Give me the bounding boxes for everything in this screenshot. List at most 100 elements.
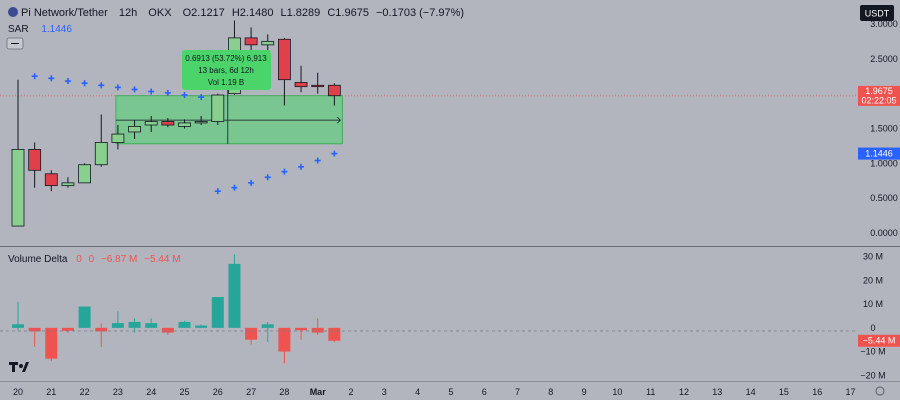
volume-bar <box>111 323 124 328</box>
sar-point <box>231 184 238 191</box>
sar-point <box>48 75 55 82</box>
sar-badge: 1.1446 <box>858 147 900 160</box>
tradingview-logo-icon[interactable] <box>9 362 29 372</box>
volume-bar <box>328 327 341 341</box>
volume-delta-series <box>12 254 341 364</box>
time-tick-label: 22 <box>80 387 90 397</box>
candle-body <box>178 122 191 127</box>
volume-delta-v1: 0 <box>76 254 82 265</box>
volume-tick-label: 30 M <box>863 252 883 262</box>
candle-body <box>327 84 341 97</box>
candle-body <box>161 121 175 126</box>
volume-bar <box>245 327 258 340</box>
sar-legend[interactable]: SAR 1.1446 <box>8 24 72 35</box>
settings-gear-icon[interactable] <box>875 386 885 396</box>
price-tick-label: 2.5000 <box>870 54 898 64</box>
price-tick-label: 1.5000 <box>870 123 898 133</box>
price-tick-label: 1.0000 <box>870 158 898 168</box>
candle-body <box>94 142 108 166</box>
volume-bar <box>128 321 141 328</box>
symbol-legend[interactable]: Pi Network/Tether 12h OKX O2.1217 H2.148… <box>8 7 464 19</box>
time-tick-label: 10 <box>612 387 622 397</box>
volume-tick-label: 20 M <box>863 275 883 285</box>
sar-point <box>248 179 255 186</box>
volume-bar <box>211 297 224 328</box>
time-tick-label: 7 <box>515 387 520 397</box>
volume-tick-label: 10 M <box>863 299 883 309</box>
volume-delta-v4: −5.44 M <box>144 254 180 265</box>
sar-value: 1.1446 <box>41 24 72 35</box>
sar-series <box>31 73 338 195</box>
volume-bar <box>311 327 324 333</box>
measure-bars: 13 bars, 6d 12h <box>198 66 254 75</box>
candle-body <box>111 133 125 143</box>
volume-pane[interactable] <box>0 247 858 382</box>
sar-point <box>131 86 138 93</box>
volume-delta-v2: 0 <box>89 254 95 265</box>
volume-bar <box>278 327 291 352</box>
volume-tick-label: −20 M <box>860 370 885 380</box>
sar-point <box>31 73 38 80</box>
currency-button[interactable]: USDT <box>860 5 894 21</box>
time-tick-label: 15 <box>779 387 789 397</box>
time-tick-label: 24 <box>146 387 156 397</box>
current-price-badge: 1.9675 02:22:05 <box>858 85 900 106</box>
candle-body <box>311 84 325 88</box>
candle-body <box>244 37 258 46</box>
time-tick-label: 12 <box>679 387 689 397</box>
volume-bar <box>61 327 74 331</box>
sar-point <box>81 80 88 87</box>
volume-bar <box>261 324 274 328</box>
time-axis[interactable] <box>0 382 900 400</box>
time-tick-label: 2 <box>348 387 353 397</box>
sar-badge-value: 1.1446 <box>865 149 893 159</box>
time-tick-label: 8 <box>548 387 553 397</box>
volume-delta-v3: −6.87 M <box>101 254 137 265</box>
exchange: OKX <box>148 7 172 19</box>
volume-bar <box>145 323 158 328</box>
measure-tool[interactable] <box>115 83 343 145</box>
currency-label: USDT <box>865 9 890 19</box>
collapse-legend-button[interactable] <box>6 37 24 50</box>
sar-point <box>114 84 121 91</box>
volume-bar <box>28 327 41 332</box>
time-tick-label: 6 <box>482 387 487 397</box>
sar-point <box>331 150 338 157</box>
sar-point <box>64 78 71 85</box>
volume-delta-label: Volume Delta <box>8 254 68 265</box>
candle-body <box>28 148 42 171</box>
sar-point <box>98 82 105 89</box>
ohlc-high: H2.1480 <box>232 7 274 19</box>
volume-bar <box>78 306 91 328</box>
price-axis[interactable] <box>858 0 900 246</box>
time-tick-label: 14 <box>746 387 756 397</box>
time-tick-label: 20 <box>13 387 23 397</box>
sar-point <box>298 163 305 170</box>
price-tick-label: 0.0000 <box>870 228 898 238</box>
symbol-name: Pi Network/Tether <box>21 7 108 19</box>
sar-point <box>148 88 155 95</box>
time-tick-label: 26 <box>213 387 223 397</box>
candle-body <box>294 82 308 88</box>
price-tick-label: 0.5000 <box>870 193 898 203</box>
candle-body <box>194 121 208 124</box>
time-axis-ticks: 20 21 22 23 24 25 26 27 28 Mar 2 3 4 5 6 7 8 9 10 11 12 13 14 1… <box>13 387 856 397</box>
volume-bar <box>161 327 174 333</box>
delta-badge-value: −5.44 M <box>863 336 896 346</box>
time-tick-label: 23 <box>113 387 123 397</box>
candle-body <box>78 164 91 184</box>
sar-label: SAR <box>8 24 29 35</box>
delta-badge: −5.44 M <box>858 334 900 347</box>
volume-delta-legend[interactable]: Volume Delta 0 0 −6.87 M −5.44 M <box>8 254 181 265</box>
candle-body <box>261 40 275 46</box>
time-tick-label: 3 <box>382 387 387 397</box>
measure-tooltip: 0.6913 (53.72%) 6,913 13 bars, 6d 12h Vo… <box>182 50 271 90</box>
ohlc-close: C1.9675 <box>327 7 369 19</box>
sar-point <box>198 94 205 101</box>
bar-countdown: 02:22:05 <box>861 95 896 105</box>
volume-tick-label: 0 <box>870 323 875 333</box>
measure-change: 0.6913 (53.72%) 6,913 <box>185 54 267 63</box>
ohlc-low: L1.8289 <box>281 7 321 19</box>
sar-point <box>181 92 188 99</box>
